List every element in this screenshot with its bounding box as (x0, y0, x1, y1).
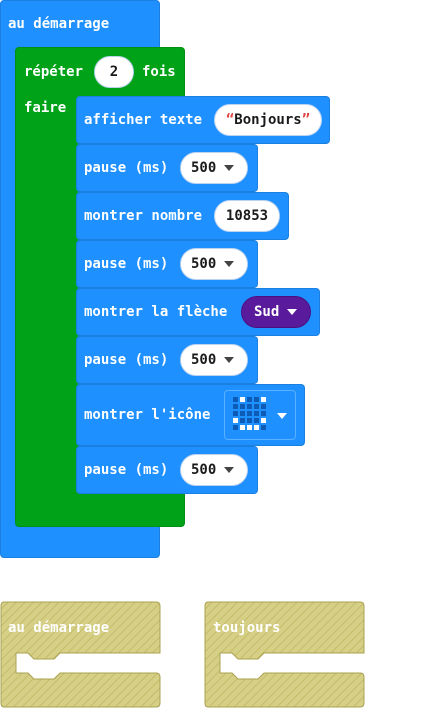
show-number-input[interactable]: 10853 (214, 200, 280, 232)
disabled-on-start-block[interactable] (0, 601, 162, 709)
chevron-down-icon (224, 261, 235, 267)
chevron-down-icon (224, 165, 235, 171)
smiley-led-icon (233, 397, 266, 430)
disabled-forever-label: toujours (213, 620, 281, 636)
chevron-down-icon (224, 357, 235, 363)
chevron-down-icon (277, 413, 287, 419)
pause-duration-value: 500 (191, 352, 217, 368)
icon-picker-dropdown[interactable] (224, 390, 296, 440)
show-string-label: afficher texte (84, 112, 203, 128)
chevron-down-icon (224, 467, 235, 473)
show-string-value: Bonjours (234, 112, 302, 128)
show-icon-label: montrer l'icône (84, 407, 211, 423)
repeat-do-label: faire (24, 100, 67, 116)
repeat-prefix-label: répéter (24, 64, 84, 80)
pause-duration-dropdown[interactable]: 500 (180, 344, 248, 376)
pause-duration-dropdown[interactable]: 500 (180, 248, 248, 280)
disabled-on-start-label: au démarrage (8, 620, 110, 636)
repeat-suffix-label: fois (142, 64, 176, 80)
arrow-direction-value: Sud (254, 304, 280, 320)
open-quote-icon: “ (225, 112, 235, 128)
pause-label: pause (ms) (84, 256, 169, 272)
show-arrow-label: montrer la flèche (84, 304, 228, 320)
on-start-label: au démarrage (8, 16, 110, 32)
pause-label: pause (ms) (84, 352, 169, 368)
pause-duration-value: 500 (191, 256, 217, 272)
close-quote-icon: ” (301, 112, 311, 128)
arrow-direction-dropdown[interactable]: Sud (241, 296, 311, 328)
show-string-input[interactable]: “Bonjours” (214, 104, 322, 136)
pause-label: pause (ms) (84, 160, 169, 176)
show-number-label: montrer nombre (84, 208, 203, 224)
disabled-forever-block[interactable] (204, 601, 366, 709)
pause-duration-value: 500 (191, 462, 217, 478)
repeat-count-input[interactable]: 2 (94, 56, 134, 88)
pause-duration-dropdown[interactable]: 500 (180, 152, 248, 184)
pause-duration-dropdown[interactable]: 500 (180, 454, 248, 486)
pause-duration-value: 500 (191, 160, 217, 176)
chevron-down-icon (287, 309, 298, 315)
pause-label: pause (ms) (84, 462, 169, 478)
